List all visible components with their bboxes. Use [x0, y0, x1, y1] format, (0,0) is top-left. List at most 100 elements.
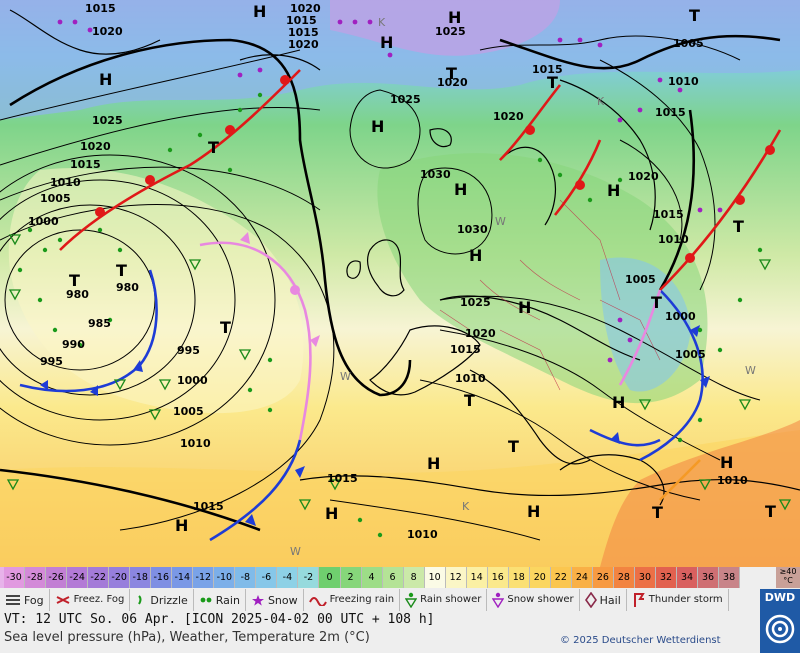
snow-shower-icon	[492, 592, 505, 608]
temp-cell: -30	[4, 567, 26, 588]
isobar-label-1015: 1015	[70, 158, 101, 171]
temp-cell: 16	[487, 567, 509, 588]
temp-cell: 6	[382, 567, 404, 588]
minor-centre-letters: K K K W W W W	[290, 16, 756, 558]
isobar-label-1010: 1010	[668, 75, 699, 88]
high-centre-1: H	[253, 2, 266, 21]
high-centre-11: H	[427, 454, 440, 473]
low-centre-6: T	[116, 261, 127, 280]
temp-cell: 30	[634, 567, 656, 588]
isobar-label-1020: 1020	[493, 110, 524, 123]
legend-freezing-rain: Freezing rain	[304, 589, 401, 611]
copyright-text: © 2025 Deutscher Wetterdienst	[560, 635, 721, 646]
rain-icon	[200, 597, 212, 603]
high-centre-12: H	[527, 502, 540, 521]
low-centre-3: T	[547, 73, 558, 92]
legend-snow-label: Snow	[267, 593, 298, 607]
temp-cell: 8	[403, 567, 425, 588]
isobar-label-985: 985	[88, 317, 111, 330]
high-centre-5: H	[371, 117, 384, 136]
fog-icon	[6, 595, 20, 605]
warm-letter-3: W	[745, 364, 756, 377]
isobar-label-1025: 1025	[92, 114, 123, 127]
temp-cell: 32	[655, 567, 677, 588]
temp-high-label: ≥40 °C	[776, 567, 800, 588]
cold-front-atlantic	[19, 269, 158, 396]
isobar-label-1010: 1010	[455, 372, 486, 385]
isobar-label-1010: 1010	[717, 474, 748, 487]
temp-cell: -28	[25, 567, 47, 588]
isobar-label-1015: 1015	[193, 500, 224, 513]
low-centre-13: T	[765, 502, 776, 521]
isobar-label-1015: 1015	[532, 63, 563, 76]
isobar-label-1020: 1020	[437, 76, 468, 89]
temp-cell: 28	[613, 567, 635, 588]
weather-map: 1015 1020 1025 1020 1015 1010 1005 1000 …	[0, 0, 800, 567]
occluded-front	[199, 232, 320, 441]
cold-front-east	[589, 289, 710, 462]
isobar-label-1010: 1010	[658, 233, 689, 246]
legend-hail: Hail	[580, 589, 627, 611]
legend-drizzle-label: Drizzle	[150, 593, 188, 607]
temp-cell: 22	[550, 567, 572, 588]
isobar-label-1025: 1025	[435, 25, 466, 38]
temp-cell: -22	[88, 567, 110, 588]
temp-cell: -2	[298, 567, 320, 588]
blue-cold-east	[600, 257, 691, 392]
temp-cell: -6	[256, 567, 278, 588]
isobar-label-1020: 1020	[290, 2, 321, 15]
temp-cell: 18	[508, 567, 530, 588]
temp-low-swatch	[0, 567, 4, 588]
drizzle-icon	[138, 595, 142, 605]
high-centre-6: H	[454, 180, 467, 199]
isobar-label-1020: 1020	[288, 38, 319, 51]
low-centre-12: T	[652, 503, 663, 522]
pressure-centres: H H H H H H H H H H H H H H H T T T T T …	[69, 2, 776, 535]
isobar-label-1030: 1030	[457, 223, 488, 236]
warm-south	[0, 430, 800, 567]
isobar-label-990: 990	[62, 338, 85, 351]
freezing-fog-icon	[56, 596, 70, 604]
temp-cell: -14	[172, 567, 194, 588]
warm-front-east	[659, 129, 782, 291]
isobars-bold	[0, 34, 781, 532]
coastlines	[9, 9, 800, 506]
snow-symbols	[57, 19, 723, 363]
legend-snow: Snow	[246, 589, 304, 611]
legend-fog: Fog	[0, 589, 50, 611]
isobar-label-1005: 1005	[673, 37, 704, 50]
cold-front-southwest	[209, 439, 305, 542]
isobar-label-995: 995	[177, 344, 200, 357]
low-centre-11: T	[733, 217, 744, 236]
valid-time-line: VT: 12 UTC So. 06 Apr. [ICON 2025-04-02 …	[4, 612, 435, 627]
temp-cell: 36	[698, 567, 720, 588]
isobar-label-1000: 1000	[28, 215, 59, 228]
cold-letter-2: K	[597, 95, 605, 108]
low-centre-1: T	[689, 6, 700, 25]
hail-icon	[584, 592, 597, 608]
isobar-label-1015: 1015	[327, 472, 358, 485]
rain-shower-icon	[405, 592, 418, 608]
isobar-label-1030: 1030	[420, 168, 451, 181]
temp-cell: -8	[235, 567, 257, 588]
temp-cell: -26	[46, 567, 68, 588]
cold-pool-north	[0, 0, 800, 120]
temp-cell: 26	[592, 567, 614, 588]
cold-letter-3: K	[462, 500, 470, 513]
high-centre-3: H	[380, 33, 393, 52]
warm-letter-4: W	[290, 545, 301, 558]
temp-cell: 20	[529, 567, 551, 588]
high-centre-14: H	[175, 516, 188, 535]
legend-snow-shower: Snow shower	[487, 589, 580, 611]
high-centre-2: H	[448, 8, 461, 27]
isobar-label-1020: 1020	[92, 25, 123, 38]
isobar-label-1025: 1025	[390, 93, 421, 106]
temp-cell: -18	[130, 567, 152, 588]
isobar-label-1010: 1010	[407, 528, 438, 541]
legend-freezing-fog: Freez. Fog	[50, 589, 131, 611]
isobar-label-1015: 1015	[655, 106, 686, 119]
cold-letter-1: K	[378, 16, 386, 29]
temp-cell: 0	[319, 567, 341, 588]
isobar-label-1010: 1010	[180, 437, 211, 450]
isobar-label-1020: 1020	[465, 327, 496, 340]
